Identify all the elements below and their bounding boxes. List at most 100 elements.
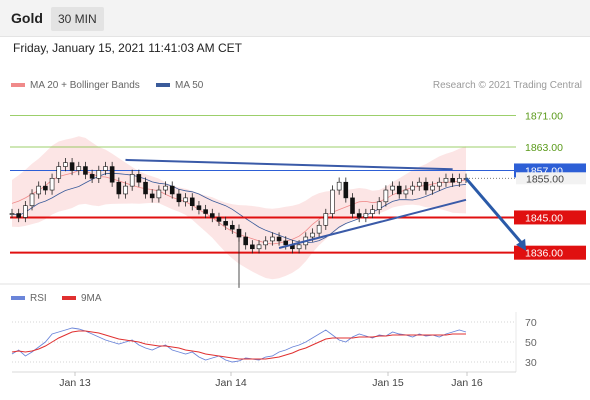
level-tag bbox=[514, 245, 586, 260]
ma9-swatch bbox=[62, 296, 76, 301]
candle-body bbox=[209, 213, 215, 218]
candle-body bbox=[230, 224, 235, 230]
candle-body bbox=[443, 177, 449, 183]
projection-arrowhead bbox=[516, 238, 527, 251]
candle-body bbox=[263, 240, 269, 246]
rsi-tick-label: 50 bbox=[525, 337, 537, 349]
candle-body bbox=[189, 197, 195, 207]
candle-body bbox=[330, 189, 335, 214]
timestamp: Friday, January 15, 2021 11:41:03 AM CET bbox=[13, 41, 243, 55]
candle-body bbox=[83, 166, 88, 175]
level-tag-bg bbox=[516, 172, 586, 185]
candle-body bbox=[236, 228, 242, 238]
legend-item-bollinger: MA 20 + Bollinger Bands bbox=[11, 80, 140, 91]
candle-body bbox=[203, 209, 208, 214]
candle-body bbox=[56, 166, 62, 179]
ma50-swatch bbox=[156, 83, 170, 88]
candle-body bbox=[63, 162, 68, 167]
candle-body bbox=[316, 224, 322, 234]
rsi-tick-label: 70 bbox=[525, 317, 537, 329]
candle-body bbox=[149, 193, 155, 199]
candle-body bbox=[123, 185, 128, 195]
bollinger-swatch bbox=[11, 83, 25, 88]
candle-body bbox=[69, 162, 75, 171]
bollinger-band bbox=[12, 136, 466, 280]
candle-body bbox=[9, 213, 15, 215]
candle-body bbox=[383, 189, 389, 203]
candle-body bbox=[336, 181, 342, 191]
candle-body bbox=[270, 236, 275, 242]
rsi-tick-label: 30 bbox=[525, 357, 537, 369]
candle-body bbox=[323, 213, 329, 226]
candle-body bbox=[49, 177, 55, 191]
candle-body bbox=[430, 185, 435, 191]
candle-body bbox=[296, 244, 302, 250]
x-tick-label: Jan 14 bbox=[215, 377, 247, 389]
candle-body bbox=[89, 174, 95, 179]
rsi-line bbox=[11, 327, 467, 363]
candle-body bbox=[163, 185, 168, 191]
ma50-line bbox=[11, 172, 467, 244]
instrument-title: Gold bbox=[11, 10, 43, 26]
projection-arrow bbox=[464, 177, 525, 246]
candle-body bbox=[176, 193, 182, 203]
candle-body bbox=[169, 185, 175, 195]
candle-body bbox=[16, 213, 21, 218]
level-tag bbox=[514, 210, 586, 225]
chart-header: Gold 30 MIN bbox=[0, 0, 590, 37]
legend-item-rsi: RSI bbox=[11, 293, 47, 304]
candle-body bbox=[103, 166, 108, 171]
candle-body bbox=[423, 181, 429, 191]
candle-body bbox=[156, 189, 162, 199]
trendline bbox=[125, 158, 453, 171]
candle-body bbox=[136, 174, 142, 183]
candle-body bbox=[256, 244, 262, 250]
candle-body bbox=[143, 181, 148, 195]
candle-body bbox=[376, 201, 382, 210]
candle-body bbox=[410, 185, 415, 191]
candle-body bbox=[276, 236, 282, 242]
candle-body bbox=[183, 197, 188, 203]
x-tick-label: Jan 13 bbox=[59, 377, 91, 389]
candle-body bbox=[350, 197, 355, 214]
level-label: 1836.00 bbox=[525, 248, 563, 260]
candle-body bbox=[196, 205, 202, 210]
x-tick-label: Jan 16 bbox=[451, 377, 483, 389]
candle-body bbox=[450, 177, 455, 183]
timeframe-badge[interactable]: 30 MIN bbox=[51, 7, 104, 31]
candle-body bbox=[457, 177, 462, 183]
candle-body bbox=[116, 181, 122, 195]
candle-body bbox=[310, 232, 315, 238]
candle-body bbox=[250, 244, 255, 250]
candle-body bbox=[243, 236, 248, 246]
candle-body bbox=[216, 217, 222, 222]
x-tick-label: Jan 15 bbox=[372, 377, 404, 389]
credit-text: Research © 2021 Trading Central bbox=[432, 80, 582, 91]
candle-body bbox=[76, 166, 82, 171]
candle-body bbox=[416, 181, 422, 187]
candle-body bbox=[370, 209, 375, 214]
candle-body bbox=[436, 181, 442, 187]
rsi-swatch bbox=[11, 296, 25, 301]
legend-item-9ma: 9MA bbox=[62, 293, 102, 304]
legend-label-9ma: 9MA bbox=[81, 293, 102, 304]
candle-body bbox=[29, 193, 35, 207]
trendline bbox=[278, 198, 467, 249]
candle-body bbox=[356, 213, 362, 218]
candle-body bbox=[343, 181, 349, 199]
candle-body bbox=[43, 185, 48, 191]
candle-body bbox=[96, 170, 102, 179]
level-label: 1845.00 bbox=[525, 212, 563, 224]
legend-label-ma50: MA 50 bbox=[175, 80, 204, 91]
candle-body bbox=[283, 240, 289, 246]
level-label: 1855.00 bbox=[526, 173, 564, 185]
candle-body bbox=[23, 205, 28, 218]
candle-body bbox=[390, 185, 395, 191]
level-label: 1871.00 bbox=[525, 111, 563, 123]
legend-item-ma50: MA 50 bbox=[156, 80, 203, 91]
candle-body bbox=[396, 185, 402, 195]
candle-body bbox=[129, 174, 135, 187]
candle-body bbox=[36, 185, 42, 195]
candle-body bbox=[223, 221, 228, 226]
